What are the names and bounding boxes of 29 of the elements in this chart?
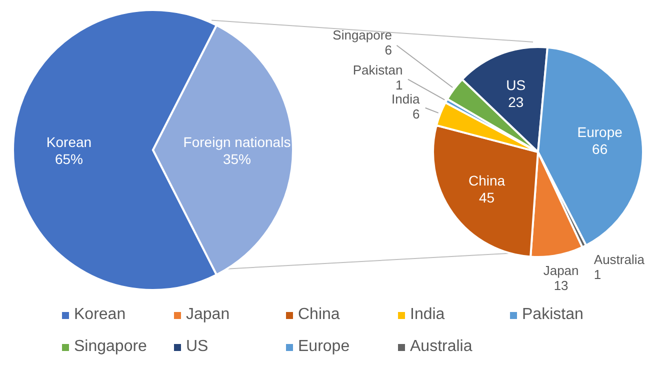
data-label: 45 (479, 190, 495, 206)
data-label: 65% (54, 151, 84, 167)
slice-label: India (392, 91, 421, 106)
slice-label: Korean (46, 134, 92, 150)
slice-label: China (468, 172, 506, 189)
data-label: 1 (395, 76, 403, 92)
slice-label: Japan (543, 262, 579, 278)
legend-label: Australia (410, 338, 472, 356)
data-label: 35% (222, 151, 252, 167)
slice-label: Singapore (332, 27, 392, 42)
legend-label: Korean (74, 306, 126, 324)
data-label: 6 (412, 106, 420, 122)
data-label: 23 (508, 94, 524, 110)
legend-label: China (298, 306, 340, 324)
legend-label: Europe (298, 338, 350, 356)
slice-label: Australia (594, 252, 646, 267)
legend-label: Japan (186, 306, 230, 324)
data-label: 1 (594, 266, 602, 282)
slice-label: US (506, 77, 526, 93)
legend-label: Singapore (74, 338, 147, 356)
legend-label: India (410, 306, 445, 324)
data-label: 6 (384, 42, 392, 58)
slice-label: Pakistan (352, 62, 403, 77)
data-label: 13 (554, 277, 568, 292)
data-label: 66 (592, 140, 608, 157)
slice-label: Europe (577, 124, 623, 140)
legend-label: US (186, 338, 208, 356)
legend-label: Pakistan (522, 306, 584, 324)
slice-label: Foreign nationals (183, 134, 291, 150)
